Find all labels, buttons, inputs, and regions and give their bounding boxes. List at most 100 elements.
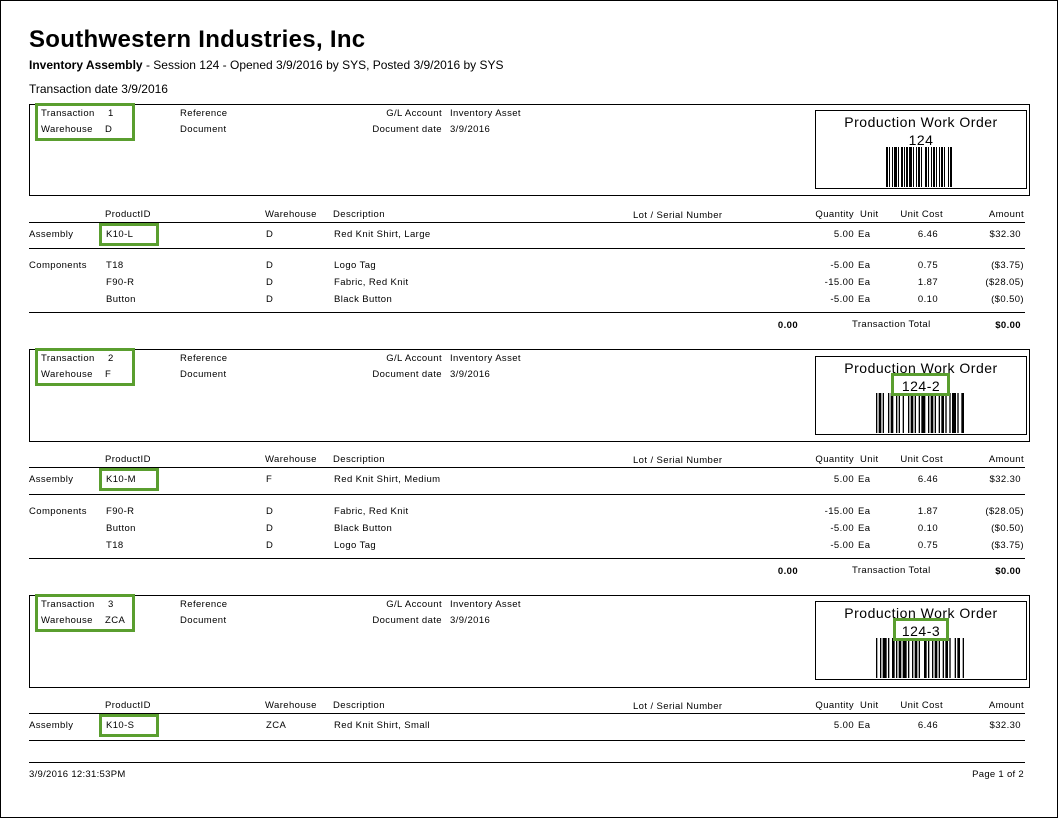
pwo-title: Production Work Order bbox=[844, 360, 998, 376]
col-unit-cost: Unit Cost bbox=[900, 454, 943, 465]
barcode-bar bbox=[918, 147, 920, 187]
gl-account-label: G/L Account bbox=[386, 353, 442, 364]
divider bbox=[29, 467, 1025, 468]
component-amount: ($0.50) bbox=[991, 523, 1024, 534]
module-name: Inventory Assembly bbox=[29, 58, 143, 72]
assembly-product: K10-M bbox=[106, 474, 136, 485]
barcode-bar bbox=[901, 147, 903, 187]
pwo-number: 124 bbox=[908, 132, 934, 148]
barcode-bar bbox=[934, 638, 938, 678]
barcode-bar bbox=[939, 147, 940, 187]
barcode-bar bbox=[948, 147, 949, 187]
highlight-box bbox=[35, 103, 135, 141]
barcode-bar bbox=[921, 393, 926, 433]
barcode-bar bbox=[954, 638, 956, 678]
col-unit-cost: Unit Cost bbox=[900, 700, 943, 711]
assembly-description: Red Knit Shirt, Medium bbox=[334, 474, 441, 485]
col-lot-serial: Lot / Serial Number bbox=[633, 455, 723, 466]
barcode-bar bbox=[952, 393, 956, 433]
component-unit: Ea bbox=[858, 540, 871, 551]
pwo-number: 124-3 bbox=[901, 623, 941, 639]
component-qty: -15.00 bbox=[824, 277, 854, 288]
barcode-bar bbox=[918, 638, 920, 678]
pwo-title: Production Work Order bbox=[844, 114, 998, 130]
barcode-icon bbox=[876, 638, 964, 678]
barcode-bar bbox=[932, 638, 934, 678]
transaction-label: Transaction bbox=[41, 353, 95, 364]
col-unit: Unit bbox=[860, 209, 879, 220]
components-label: Components bbox=[29, 260, 87, 271]
col-product-id: ProductID bbox=[105, 700, 151, 711]
assembly-description: Red Knit Shirt, Small bbox=[334, 720, 431, 731]
barcode-bar bbox=[888, 393, 890, 433]
barcode-bar bbox=[876, 638, 878, 678]
assembly-cost: 6.46 bbox=[917, 229, 938, 240]
barcode-bar bbox=[894, 147, 897, 187]
barcode-bar bbox=[896, 393, 898, 433]
barcode-bar bbox=[892, 147, 893, 187]
barcode-bar bbox=[925, 147, 927, 187]
transaction-header-box bbox=[29, 104, 1030, 196]
assembly-amount: $32.30 bbox=[989, 474, 1021, 485]
component-qty: -5.00 bbox=[830, 294, 854, 305]
assembly-qty: 5.00 bbox=[833, 474, 854, 485]
barcode-bar bbox=[913, 147, 914, 187]
barcode-bar bbox=[886, 147, 888, 187]
component-description: Black Button bbox=[334, 294, 393, 305]
assembly-warehouse: D bbox=[266, 229, 274, 240]
barcode-bar bbox=[950, 147, 952, 187]
barcode-bar bbox=[962, 638, 964, 678]
barcode-bar bbox=[908, 393, 910, 433]
document-label: Document bbox=[180, 124, 227, 135]
highlight-box bbox=[99, 223, 159, 246]
barcode-bar bbox=[880, 638, 882, 678]
transaction-number: 1 bbox=[108, 108, 114, 119]
gl-account-label: G/L Account bbox=[386, 599, 442, 610]
component-warehouse: D bbox=[266, 260, 274, 271]
barcode-bar bbox=[938, 393, 940, 433]
assembly-warehouse: F bbox=[266, 474, 273, 485]
session-info: - Session 124 - Opened 3/9/2016 by SYS, … bbox=[142, 58, 504, 72]
barcode-bar bbox=[914, 638, 918, 678]
divider bbox=[29, 740, 1025, 741]
component-unit: Ea bbox=[858, 277, 871, 288]
component-warehouse: D bbox=[266, 523, 274, 534]
highlight-box bbox=[891, 373, 950, 396]
barcode-bar bbox=[941, 147, 943, 187]
transaction-header-box bbox=[29, 349, 1030, 442]
component-unit: Ea bbox=[858, 294, 871, 305]
barcode-bar bbox=[921, 147, 922, 187]
col-description: Description bbox=[333, 454, 385, 465]
divider bbox=[29, 713, 1025, 714]
components-label: Components bbox=[29, 506, 87, 517]
barcode-icon bbox=[886, 147, 952, 187]
component-product: F90-R bbox=[106, 277, 135, 288]
divider bbox=[29, 222, 1025, 223]
component-warehouse: D bbox=[266, 540, 274, 551]
barcode-bar bbox=[914, 393, 916, 433]
col-quantity: Quantity bbox=[815, 454, 854, 465]
barcode-bar bbox=[957, 638, 960, 678]
col-warehouse: Warehouse bbox=[265, 454, 317, 465]
component-amount: ($3.75) bbox=[991, 540, 1024, 551]
document-label: Document bbox=[180, 369, 227, 380]
component-product: Button bbox=[106, 523, 136, 534]
transaction-total-label: Transaction Total bbox=[852, 565, 931, 576]
barcode-bar bbox=[908, 638, 910, 678]
barcode-bar bbox=[924, 638, 927, 678]
assembly-amount: $32.30 bbox=[989, 720, 1021, 731]
company-title: Southwestern Industries, Inc bbox=[29, 26, 366, 53]
production-work-order-box: Production Work Order 124-3 bbox=[815, 601, 1027, 680]
page-number: Page 1 of 2 bbox=[972, 769, 1024, 780]
barcode-bar bbox=[936, 147, 937, 187]
component-amount: ($3.75) bbox=[991, 260, 1024, 271]
barcode-bar bbox=[930, 393, 934, 433]
assembly-warehouse: ZCA bbox=[266, 720, 287, 731]
col-warehouse: Warehouse bbox=[265, 209, 317, 220]
component-product: T18 bbox=[106, 540, 124, 551]
transaction-number: 3 bbox=[108, 599, 114, 610]
component-product: Button bbox=[106, 294, 136, 305]
barcode-bar bbox=[878, 393, 882, 433]
divider bbox=[29, 558, 1025, 559]
component-warehouse: D bbox=[266, 277, 274, 288]
